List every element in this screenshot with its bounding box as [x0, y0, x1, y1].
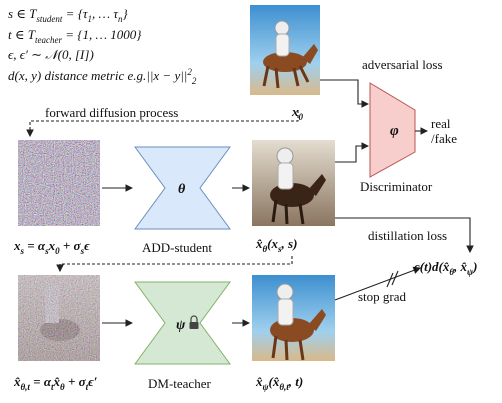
distillation-loss-label: distillation loss — [368, 228, 447, 243]
text-segment: θ,t — [279, 382, 289, 392]
text-segment: 0 — [299, 112, 304, 122]
definition: t ∈ Tteacher = {1, … 1000} — [8, 27, 142, 45]
text-segment: 2 — [187, 67, 192, 77]
text-segment: t — [86, 382, 89, 392]
text-segment: 0 — [55, 246, 60, 256]
image-xhat-theta-t — [18, 275, 100, 361]
text-segment: (x̂ — [269, 374, 280, 389]
text-segment: n — [118, 14, 123, 24]
text-segment: , … τ — [92, 6, 119, 21]
text-segment: + σ — [65, 374, 87, 389]
loss-expression: c(t)d(x̂θ, x̂ψ) — [414, 259, 477, 277]
text-segment: ϵ′ — [88, 374, 98, 389]
student-name: ADD-student — [142, 240, 212, 255]
text-segment: ϵ — [84, 238, 90, 253]
discriminator-name: Discriminator — [360, 179, 433, 194]
teacher-network — [134, 281, 231, 365]
definition: d(x, y) distance metric e.g.||x − y||22 — [8, 67, 197, 86]
text-segment: 2 — [192, 76, 197, 86]
xhat-psi-label: x̂ψ(x̂θ,t, t) — [255, 374, 303, 392]
xhat-theta-label: x̂θ(xs, s) — [255, 236, 297, 254]
text-segment: , s) — [281, 236, 298, 251]
text-segment: ) — [472, 259, 477, 274]
text-segment: θ — [60, 382, 65, 392]
text-segment: teacher — [35, 35, 62, 45]
text-segment: θ,t — [21, 382, 31, 392]
text-segment: x̂ — [255, 374, 263, 389]
student-symbol: θ — [178, 182, 186, 197]
text-segment: x̂ — [53, 374, 61, 389]
text-segment: = α — [30, 374, 52, 389]
text-segment: s — [80, 246, 85, 256]
stop-grad-label: stop grad — [358, 289, 407, 304]
text-segment: x̂ — [13, 374, 21, 389]
text-segment: ψ — [467, 267, 474, 277]
x0-label: x0 — [291, 104, 304, 122]
xs-label: xs = αsx0 + σsϵ — [13, 238, 90, 256]
image-x0 — [250, 5, 320, 95]
text-segment: s — [44, 246, 49, 256]
text-segment: t — [51, 382, 54, 392]
text-segment: , t) — [288, 374, 303, 389]
text-segment: , x̂ — [453, 259, 468, 274]
discriminator-symbol: φ — [390, 123, 399, 139]
text-segment: s — [20, 246, 25, 256]
discriminator-block — [369, 82, 416, 178]
text-segment: ψ — [263, 382, 270, 392]
text-segment: x̂ — [255, 236, 263, 251]
text-segment: = {τ — [62, 6, 88, 21]
text-segment: s — [277, 244, 282, 254]
image-xhat-theta — [252, 140, 335, 226]
text-segment: x — [291, 104, 299, 119]
text-segment: x — [48, 238, 56, 253]
adversarial-loss-label: adversarial loss — [362, 57, 443, 72]
text-segment: s ∈ T — [8, 6, 37, 21]
lock-icon — [189, 315, 199, 329]
image-xhat-psi — [252, 275, 335, 361]
text-segment: t ∈ T — [8, 27, 36, 42]
text-segment: student — [36, 14, 62, 24]
text-segment: = α — [24, 238, 46, 253]
connectors — [26, 79, 474, 327]
xhat-theta-t-label: x̂θ,t = αtx̂θ + σtϵ′ — [13, 374, 98, 392]
text-segment: ϵ, ϵ′ ∼ 𝒩(0, [I]) — [8, 47, 94, 62]
forward-diffusion-label: forward diffusion process — [45, 105, 178, 120]
text-segment: x — [13, 238, 21, 253]
text-segment: 1 — [88, 14, 93, 24]
text-segment: θ — [263, 244, 268, 254]
text-segment: = {1, … 1000} — [62, 27, 142, 42]
definition: ϵ, ϵ′ ∼ 𝒩(0, [I]) — [8, 47, 94, 62]
image-xs — [18, 140, 100, 226]
text-segment: + σ — [60, 238, 82, 253]
text-segment: c(t)d(x̂ — [414, 259, 450, 274]
text-segment: } — [123, 6, 129, 21]
text-segment: d(x, y) distance metric e.g.||x − y|| — [8, 68, 187, 83]
output-label: /fake — [431, 131, 457, 146]
teacher-symbol: ψ — [176, 318, 186, 333]
text-segment: (x — [267, 236, 278, 251]
teacher-name: DM-teacher — [148, 376, 211, 391]
definition: s ∈ Tstudent = {τ1, … τn} — [8, 6, 129, 24]
student-network — [134, 146, 231, 230]
output-label: real — [431, 116, 451, 131]
text-segment: θ — [449, 267, 454, 277]
